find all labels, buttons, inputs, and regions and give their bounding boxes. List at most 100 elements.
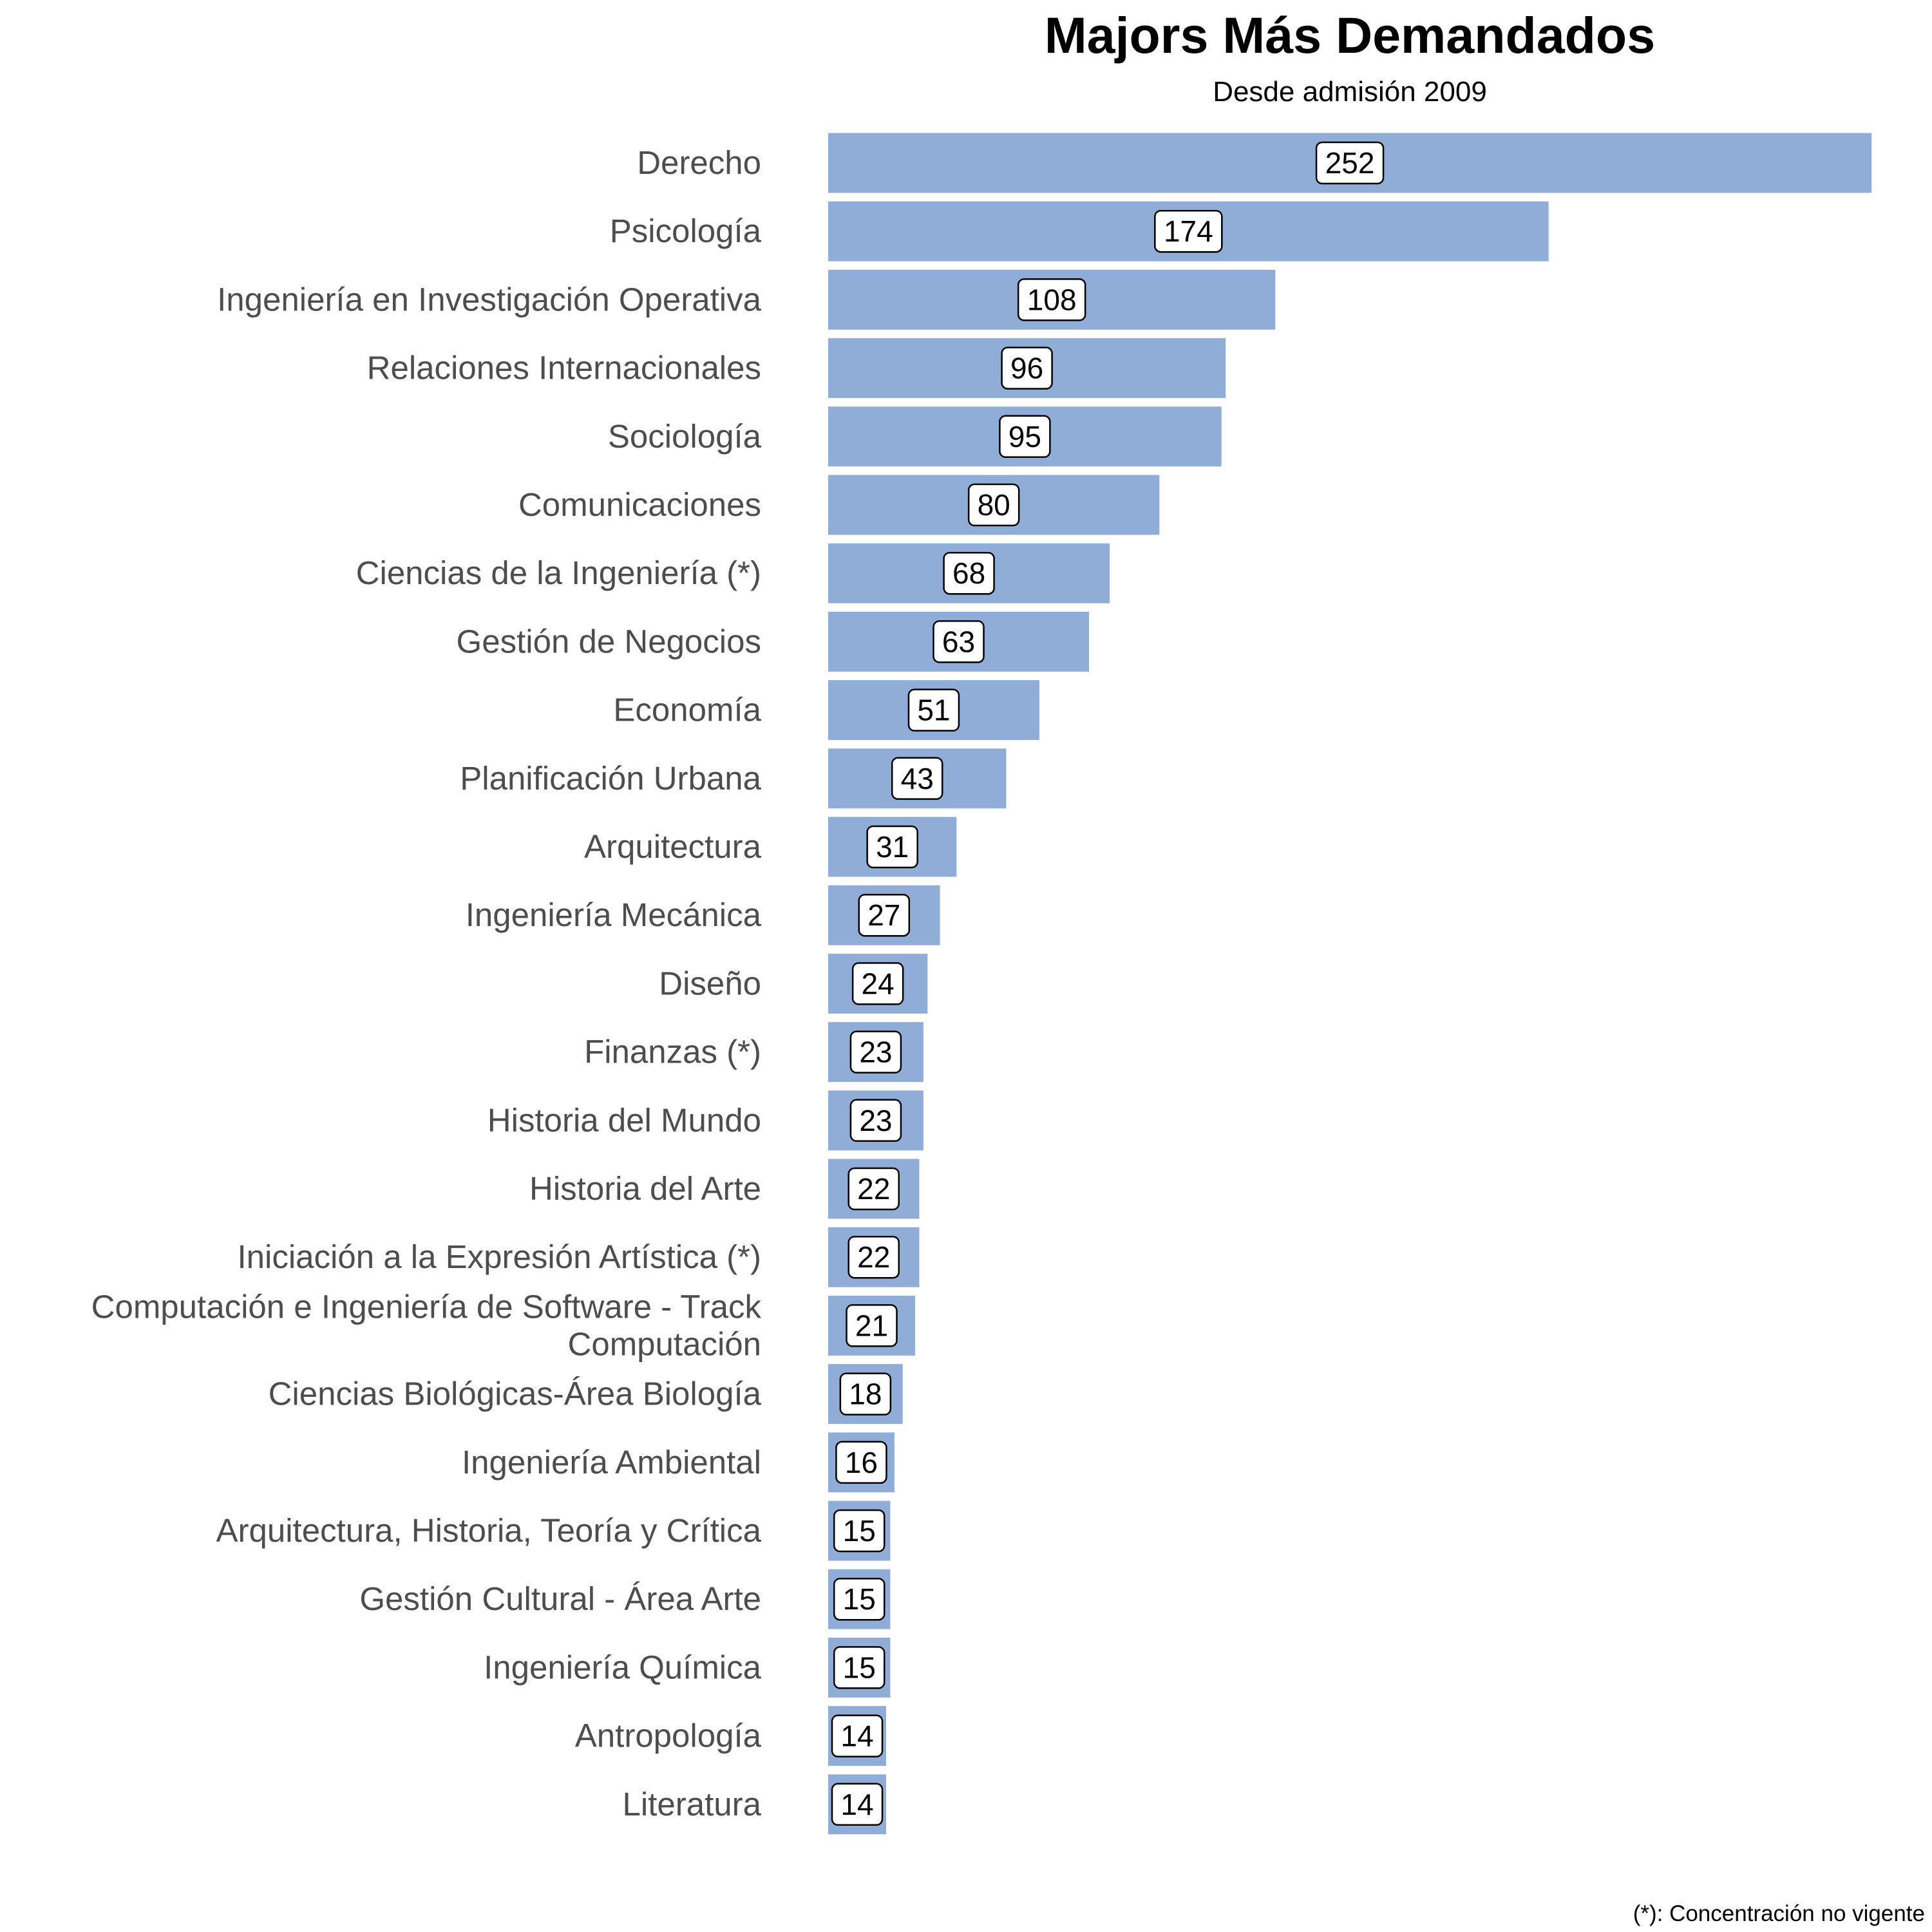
- category-label: Ingeniería Ambiental: [462, 1444, 761, 1481]
- value-label-box: [933, 620, 985, 663]
- category-label-line: Diseño: [659, 965, 761, 1001]
- category-label-line: Sociología: [608, 418, 762, 455]
- value-label-box: [849, 1099, 902, 1142]
- value-label-box: [999, 415, 1051, 459]
- value-labels: 252 174 108 96 95 80 68 63 51 43 31 27 24 23 23 22 22 21 1…: [831, 141, 1385, 1826]
- category-label: Arquitectura, Historia, Teoría y Crítica: [216, 1512, 761, 1549]
- category-label: Antropología: [575, 1718, 762, 1754]
- value-label: 16: [845, 1446, 878, 1479]
- category-label: Sociología: [608, 418, 762, 455]
- category-label-line: Gestión Cultural - Área Arte: [359, 1580, 761, 1617]
- category-label: Historia del Arte: [529, 1170, 761, 1207]
- value-label: 14: [840, 1719, 873, 1753]
- chart-caption: (*): Concentración no vigente: [1633, 1901, 1925, 1926]
- value-label-box: [846, 1304, 898, 1347]
- value-label: 15: [843, 1651, 876, 1684]
- value-label: 23: [859, 1104, 892, 1137]
- category-label-line: Economía: [613, 692, 761, 728]
- category-label: Historia del Mundo: [488, 1102, 761, 1139]
- category-label: Ciencias de la Ingeniería (*): [356, 554, 761, 591]
- category-label-line: Planificación Urbana: [460, 760, 761, 797]
- category-label: Ingeniería Química: [484, 1649, 762, 1685]
- value-label-box: [835, 1441, 887, 1484]
- category-label: Arquitectura: [584, 828, 762, 865]
- value-label-box: [831, 1714, 884, 1757]
- category-label-line: Antropología: [575, 1718, 762, 1754]
- category-label: Ingeniería Mecánica: [466, 896, 762, 933]
- category-label: Gestión Cultural - Área Arte: [359, 1580, 761, 1617]
- value-label: 22: [857, 1172, 890, 1206]
- category-label-line: Computación: [568, 1325, 762, 1362]
- category-label: Ingeniería en Investigación Operativa: [217, 281, 761, 317]
- category-label-line: Gestión de Negocios: [457, 623, 761, 659]
- category-labels: Derecho Psicología Ingeniería en Investiga…: [91, 144, 762, 1823]
- value-label-box: [848, 1235, 900, 1279]
- category-label-line: Arquitectura: [584, 828, 762, 865]
- value-label: 80: [978, 488, 1010, 522]
- category-label: Computación e Ingeniería de Software - T…: [91, 1288, 762, 1362]
- category-label-line: Ingeniería Ambiental: [462, 1444, 761, 1481]
- category-label-line: Historia del Mundo: [488, 1102, 761, 1139]
- category-label-line: Finanzas (*): [584, 1034, 761, 1070]
- value-label-box: [851, 962, 904, 1005]
- value-label: 108: [1027, 283, 1077, 316]
- category-label-line: Iniciación a la Expresión Artística (*): [237, 1238, 761, 1275]
- category-label-line: Psicología: [610, 213, 762, 249]
- chart-title: Majors Más Demandados: [1045, 6, 1655, 64]
- value-label: 96: [1010, 352, 1043, 385]
- value-label: 51: [917, 694, 950, 727]
- value-label-box: [833, 1577, 886, 1621]
- category-label-line: Ciencias de la Ingeniería (*): [356, 554, 761, 591]
- value-label: 27: [867, 898, 900, 932]
- category-label-line: Ingeniería Mecánica: [466, 896, 762, 933]
- value-label: 22: [857, 1240, 890, 1274]
- value-label-box: [943, 551, 995, 595]
- value-label-box: [1154, 209, 1223, 253]
- category-label-line: Relaciones Internacionales: [367, 350, 761, 386]
- value-label: 31: [876, 830, 909, 864]
- category-label-line: Ingeniería en Investigación Operativa: [217, 281, 761, 317]
- bars-layer: [828, 133, 1872, 1835]
- category-label: Diseño: [659, 965, 761, 1001]
- value-label: 63: [942, 625, 975, 658]
- value-label-box: [891, 757, 943, 800]
- value-label: 15: [843, 1582, 876, 1616]
- value-label: 174: [1164, 214, 1213, 248]
- category-label: Relaciones Internacionales: [367, 350, 761, 386]
- value-label: 21: [855, 1309, 888, 1342]
- value-label-box: [839, 1372, 892, 1416]
- value-label: 14: [840, 1788, 873, 1821]
- value-label-box: [967, 483, 1020, 527]
- value-label: 23: [859, 1036, 892, 1069]
- value-label-box: [866, 825, 918, 869]
- chart-subtitle: Desde admisión 2009: [1213, 76, 1487, 108]
- value-label-box: [907, 688, 960, 732]
- value-label: 24: [862, 967, 895, 1000]
- category-label-line: Derecho: [637, 144, 761, 181]
- category-label-line: Historia del Arte: [529, 1170, 761, 1207]
- category-label-line: Arquitectura, Historia, Teoría y Crítica: [216, 1512, 761, 1549]
- value-label: 68: [952, 556, 985, 590]
- category-label: Finanzas (*): [584, 1034, 761, 1070]
- value-label-box: [849, 1030, 902, 1074]
- value-label-box: [833, 1646, 886, 1689]
- category-label: Ciencias Biológicas-Área Biología: [269, 1376, 762, 1412]
- value-label-box: [1001, 346, 1053, 390]
- category-label: Comunicaciones: [518, 486, 761, 523]
- category-label-line: Comunicaciones: [518, 486, 761, 523]
- category-label: Gestión de Negocios: [457, 623, 761, 659]
- value-label-box: [833, 1509, 886, 1553]
- value-label: 18: [849, 1378, 882, 1411]
- value-label-box: [831, 1783, 884, 1826]
- value-label-box: [848, 1167, 900, 1211]
- value-label-box: [1017, 278, 1086, 321]
- value-label-box: [1315, 141, 1385, 185]
- value-label: 15: [843, 1514, 876, 1548]
- category-label: Planificación Urbana: [460, 760, 761, 797]
- category-label: Literatura: [623, 1786, 762, 1823]
- value-label-box: [858, 893, 911, 937]
- category-label: Iniciación a la Expresión Artística (*): [237, 1238, 761, 1275]
- value-label: 43: [901, 762, 934, 795]
- category-label-line: Ciencias Biológicas-Área Biología: [269, 1376, 762, 1412]
